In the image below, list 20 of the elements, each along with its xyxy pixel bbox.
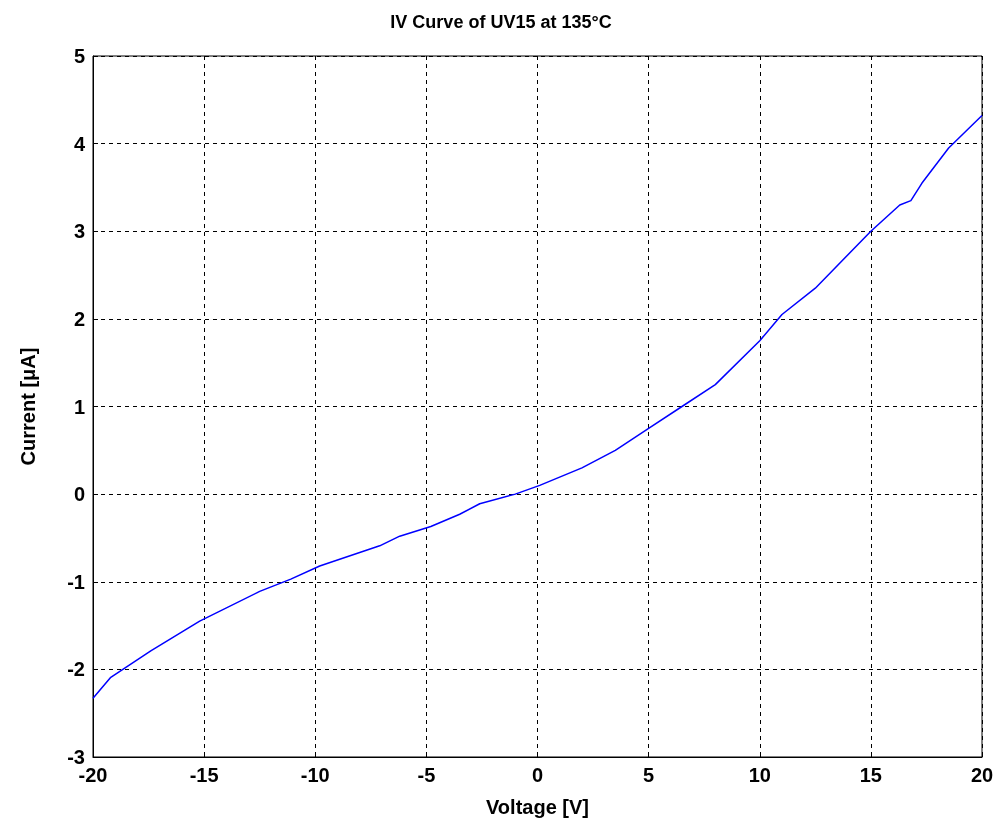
x-tick-label: 0: [531, 764, 544, 786]
chart-title: IV Curve of UV15 at 135°C: [390, 12, 612, 32]
y-tick-label: -2: [67, 658, 85, 681]
y-tick-label: -1: [67, 570, 85, 593]
y-tick-label: 4: [73, 132, 86, 155]
x-tick-label: 10: [748, 764, 771, 786]
x-tick-label: 15: [859, 764, 882, 786]
line-series: [92, 114, 983, 700]
x-tick-label: -15: [189, 764, 219, 786]
y-tick-label: 5: [73, 45, 85, 67]
x-axis-title: Voltage [V]: [486, 796, 589, 818]
y-tick-label: 3: [73, 220, 85, 243]
y-tick-label: 2: [73, 307, 85, 330]
y-tick-label: 0: [73, 483, 85, 506]
x-tick-label: -5: [417, 764, 436, 786]
x-tick-label: 20: [970, 764, 994, 786]
y-axis-title: Current [μA]: [17, 347, 39, 466]
y-tick-label: 1: [73, 395, 85, 418]
x-tick-label: -10: [300, 764, 330, 786]
x-tick-label: 5: [643, 764, 655, 786]
